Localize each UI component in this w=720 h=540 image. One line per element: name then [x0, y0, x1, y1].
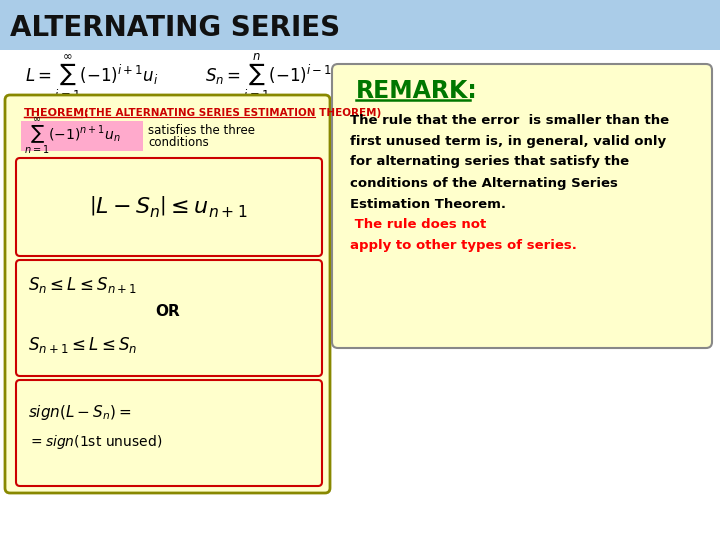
Text: $\left|L-S_n\right|\leq u_{n+1}$: $\left|L-S_n\right|\leq u_{n+1}$	[89, 195, 247, 219]
FancyBboxPatch shape	[16, 260, 322, 376]
Text: $L=\sum_{i=1}^{\infty}(-1)^{i+1}u_i$: $L=\sum_{i=1}^{\infty}(-1)^{i+1}u_i$	[25, 52, 158, 102]
Text: $S_n \leq L \leq S_{n+1}$: $S_n \leq L \leq S_{n+1}$	[28, 275, 137, 295]
Text: REMARK:: REMARK:	[356, 79, 478, 103]
FancyBboxPatch shape	[5, 95, 330, 493]
Text: apply to other types of series.: apply to other types of series.	[350, 240, 577, 253]
Text: ALTERNATING SERIES: ALTERNATING SERIES	[10, 14, 340, 42]
FancyBboxPatch shape	[332, 64, 712, 348]
FancyBboxPatch shape	[16, 158, 322, 256]
FancyBboxPatch shape	[0, 0, 720, 50]
Text: The rule does not: The rule does not	[350, 219, 486, 232]
Text: $= sign(\mathrm{1st\ unused})$: $= sign(\mathrm{1st\ unused})$	[28, 433, 162, 451]
Text: for alternating series that satisfy the: for alternating series that satisfy the	[350, 156, 629, 168]
Text: Estimation Theorem.: Estimation Theorem.	[350, 198, 506, 211]
Text: OR: OR	[156, 305, 181, 320]
Text: first unused term is, in general, valid only: first unused term is, in general, valid …	[350, 134, 666, 147]
Text: THEOREM:: THEOREM:	[24, 108, 89, 118]
Text: satisfies the three: satisfies the three	[148, 124, 255, 137]
Text: The rule that the error  is smaller than the: The rule that the error is smaller than …	[350, 113, 669, 126]
Text: $S_n=\sum_{i=1}^{n}(-1)^{i-1}u_i$: $S_n=\sum_{i=1}^{n}(-1)^{i-1}u_i$	[205, 52, 348, 102]
FancyBboxPatch shape	[16, 380, 322, 486]
FancyBboxPatch shape	[21, 121, 143, 151]
FancyBboxPatch shape	[0, 50, 720, 540]
Text: $\sum_{n=1}^{\infty}(-1)^{n+1}u_n$: $\sum_{n=1}^{\infty}(-1)^{n+1}u_n$	[24, 117, 121, 156]
Text: (THE ALTERNATING SERIES ESTIMATION THEOREM): (THE ALTERNATING SERIES ESTIMATION THEOR…	[84, 108, 382, 118]
Text: $S_{n+1} \leq L \leq S_n$: $S_{n+1} \leq L \leq S_n$	[28, 335, 138, 355]
Text: conditions: conditions	[148, 137, 209, 150]
Text: $sign(L - S_n) =$: $sign(L - S_n) =$	[28, 402, 132, 422]
Text: conditions of the Alternating Series: conditions of the Alternating Series	[350, 177, 618, 190]
